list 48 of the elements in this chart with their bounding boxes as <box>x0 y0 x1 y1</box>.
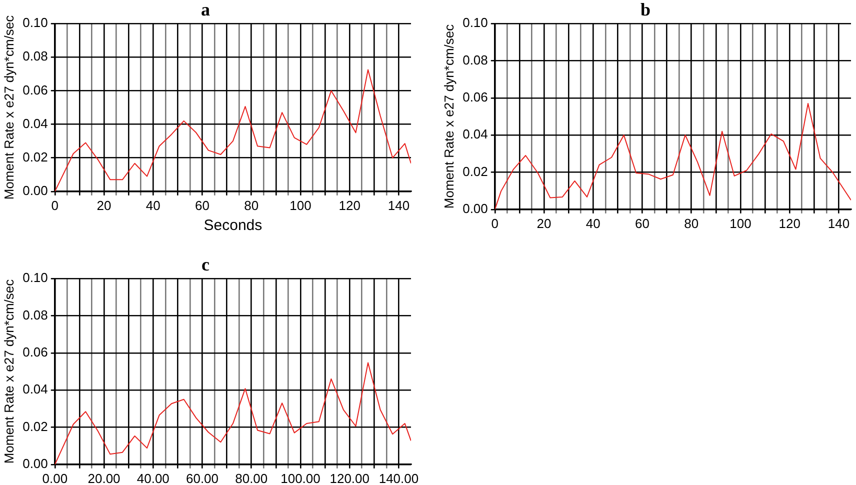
y-axis-title: Moment Rate x e27 dyn*cm/sec <box>1 278 16 464</box>
chart-title: b <box>640 0 651 20</box>
x-tick-label: 60.00 <box>186 470 219 485</box>
x-tick-label: 140.00 <box>378 470 419 485</box>
x-tick-label: 100.00 <box>280 470 320 485</box>
chart-title: a <box>201 0 210 20</box>
x-tick-label: 20 <box>536 216 552 231</box>
x-tick-label: 40 <box>586 216 600 231</box>
y-tick-label: 0.04 <box>462 126 488 142</box>
y-tick-label: 0.08 <box>22 307 48 322</box>
y-tick-label: 0.06 <box>22 82 48 98</box>
y-tick-label: 0.02 <box>22 418 48 434</box>
y-tick-label: 0.00 <box>22 182 48 198</box>
x-tick-label: 120 <box>338 198 360 213</box>
x-tick-label: 40 <box>146 198 160 213</box>
y-tick-label: 0.08 <box>22 48 48 64</box>
x-tick-label: 40.00 <box>136 470 170 485</box>
x-tick-label: 100 <box>290 198 312 213</box>
y-tick-label: 0.00 <box>22 456 48 471</box>
x-tick-label: 60 <box>195 198 210 213</box>
x-tick-label: 80 <box>684 216 699 231</box>
x-tick-label: 120.00 <box>330 470 370 485</box>
x-tick-label: 0.00 <box>42 470 68 485</box>
y-axis-title: Moment Rate x e27 dyn*cm/sec <box>1 14 16 200</box>
y-tick-label: 0.04 <box>22 382 48 397</box>
y-tick-label: 0.08 <box>462 52 488 68</box>
x-tick-label: 120 <box>778 216 800 231</box>
y-tick-label: 0.10 <box>22 270 48 286</box>
y-tick-label: 0.10 <box>462 15 488 30</box>
x-tick-label: 60 <box>635 216 650 231</box>
y-axis-title: Moment Rate x e27 dyn*cm/sec <box>441 24 456 209</box>
x-tick-label: 140 <box>388 198 410 213</box>
x-tick-label: 20 <box>96 198 112 213</box>
x-tick-label: 0 <box>51 198 59 213</box>
y-tick-label: 0.06 <box>462 90 488 104</box>
x-tick-label: 100 <box>730 216 752 231</box>
y-tick-label: 0.04 <box>22 116 48 131</box>
chart-title: c <box>202 254 210 274</box>
y-tick-label: 0.02 <box>22 149 48 164</box>
y-tick-label: 0.02 <box>462 164 488 179</box>
x-tick-label: 80 <box>244 198 259 213</box>
x-tick-label: 20.00 <box>88 470 120 485</box>
x-tick-label: 0 <box>491 216 499 231</box>
y-tick-label: 0.10 <box>22 15 48 30</box>
x-tick-label: 140 <box>828 216 850 231</box>
y-tick-label: 0.06 <box>22 344 48 360</box>
x-axis-title: Seconds <box>204 217 262 234</box>
x-tick-label: 80.00 <box>235 470 268 485</box>
